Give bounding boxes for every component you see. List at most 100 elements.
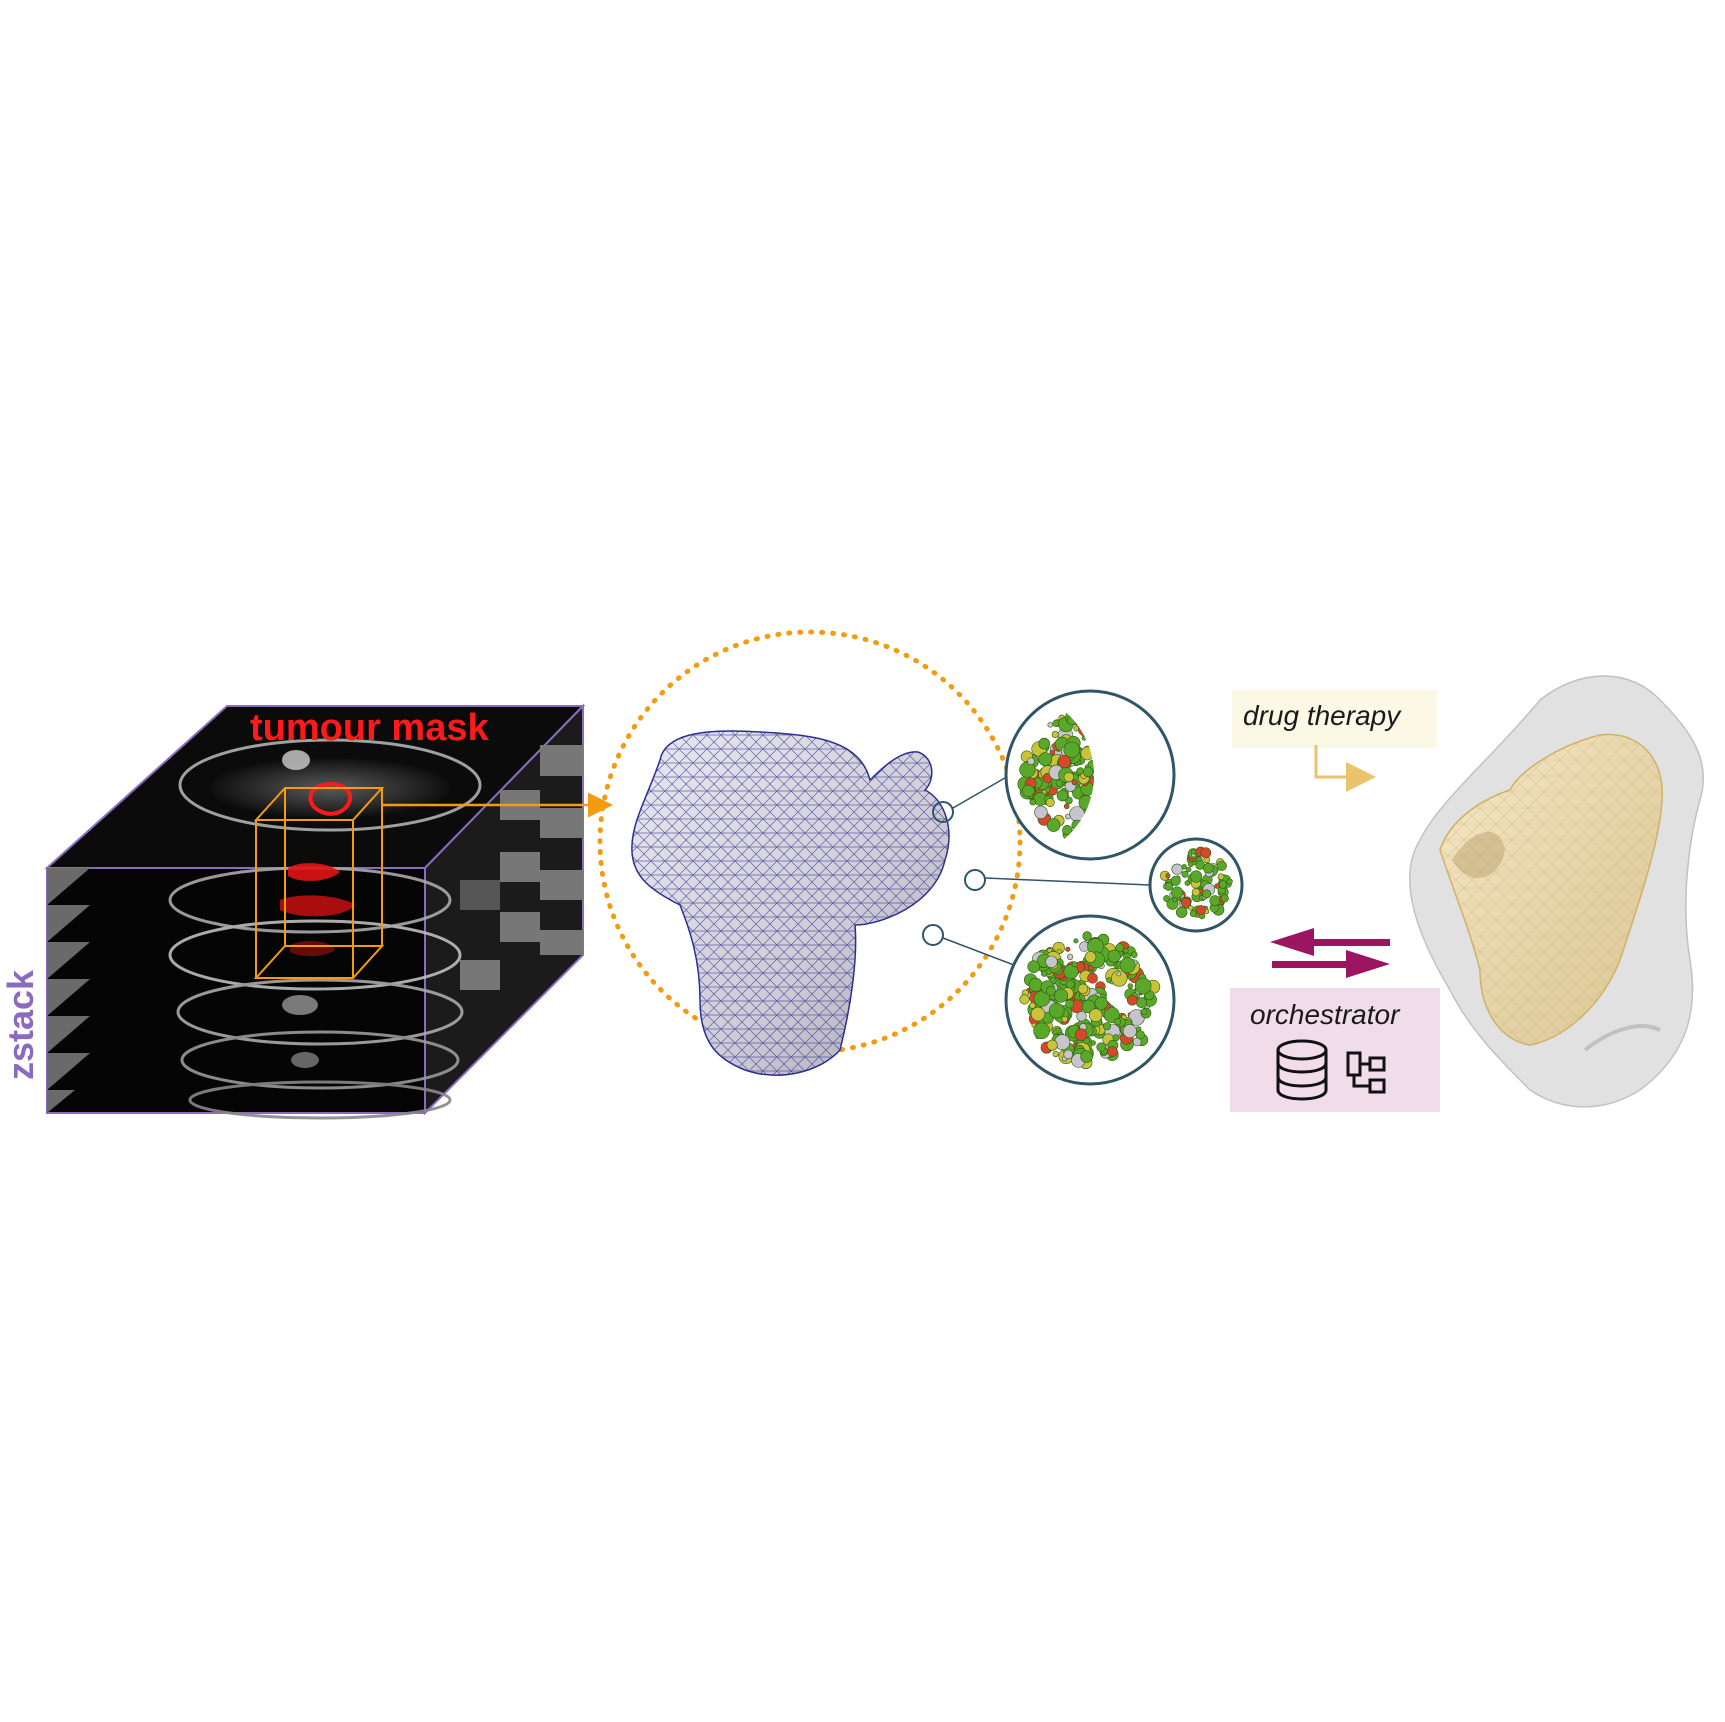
cell-dot bbox=[1054, 988, 1069, 1003]
cell-dot bbox=[1217, 873, 1225, 881]
orchestrator-box: orchestrator bbox=[1230, 988, 1440, 1112]
cell-dot bbox=[1189, 870, 1203, 883]
cell-dot bbox=[1030, 1006, 1046, 1022]
cube-front-face bbox=[46, 867, 426, 1114]
cell-dot bbox=[1200, 847, 1212, 859]
tumour-mesh-panel bbox=[597, 629, 1151, 1076]
cell-dot bbox=[1063, 771, 1074, 783]
cell-zoom-2 bbox=[1148, 837, 1244, 933]
cell-dot bbox=[1203, 862, 1214, 874]
cell-dot bbox=[1033, 1022, 1050, 1040]
cell-dot bbox=[1216, 860, 1227, 871]
result-tumour bbox=[1409, 675, 1705, 1108]
zstack-slice-markers-front bbox=[47, 868, 90, 1113]
cell-dot bbox=[1046, 1039, 1058, 1051]
cell-dot bbox=[1063, 1049, 1073, 1060]
cell-dot bbox=[1115, 943, 1125, 953]
cell-dot bbox=[1181, 897, 1192, 908]
cell-zoom-1 bbox=[1004, 689, 1176, 861]
tumour-outline-top bbox=[308, 782, 353, 816]
cell-dot bbox=[1048, 1002, 1065, 1019]
cell-dot bbox=[1164, 882, 1173, 891]
cell-dot bbox=[1034, 805, 1048, 819]
cell-dot bbox=[1049, 749, 1056, 756]
cell-dot bbox=[1136, 997, 1147, 1008]
cell-dot bbox=[1195, 905, 1206, 916]
cell-dot bbox=[1116, 971, 1122, 977]
cell-dot bbox=[1189, 910, 1197, 917]
cell-dot bbox=[1065, 946, 1071, 952]
cell-dot bbox=[1181, 870, 1189, 878]
cell-dot bbox=[1202, 889, 1212, 899]
exchange-arrows bbox=[1270, 928, 1390, 978]
cell-dot bbox=[1090, 1040, 1096, 1046]
flowchart-icon bbox=[1346, 1051, 1386, 1094]
cell-dot bbox=[1056, 948, 1062, 954]
drug-therapy-label: drug therapy bbox=[1243, 700, 1402, 731]
cell-dot bbox=[1122, 1024, 1137, 1039]
cell-dot bbox=[1082, 766, 1094, 778]
cell-dot bbox=[1218, 880, 1228, 889]
cell-dot bbox=[1107, 1046, 1118, 1057]
cell-dot bbox=[1027, 757, 1035, 766]
cell-dot bbox=[1175, 906, 1188, 918]
cell-dot bbox=[1134, 977, 1152, 995]
cell-dot bbox=[1220, 894, 1229, 903]
cell-dot bbox=[1066, 953, 1074, 961]
cell-dot bbox=[1038, 737, 1050, 750]
cell-dot bbox=[1171, 863, 1183, 875]
cell-dot bbox=[1056, 789, 1069, 802]
cell-dot bbox=[1119, 957, 1136, 974]
cell-dot bbox=[1171, 886, 1184, 899]
cell-dot bbox=[1074, 1028, 1088, 1041]
zstack-cube: tumour mask zstack bbox=[0, 703, 586, 1120]
cell-dot bbox=[1045, 797, 1055, 807]
cell-dot bbox=[1111, 970, 1128, 987]
cell-dot bbox=[1045, 986, 1056, 996]
cell-dot bbox=[1123, 948, 1129, 954]
cell-dot bbox=[1113, 1018, 1122, 1026]
cell-dot bbox=[1071, 961, 1078, 968]
cell-dot bbox=[1065, 980, 1075, 989]
cell-dot bbox=[1027, 960, 1040, 974]
cell-dot bbox=[1029, 1002, 1036, 1009]
cell-dot bbox=[1028, 977, 1043, 992]
tumour-mask-label: tumour mask bbox=[250, 707, 489, 749]
cell-dot bbox=[1040, 970, 1048, 977]
cell-dot bbox=[1046, 818, 1061, 832]
cell-dot bbox=[1094, 996, 1108, 1010]
cell-dot bbox=[1082, 931, 1092, 941]
cell-dot bbox=[1047, 721, 1054, 728]
drug-arrow bbox=[1314, 745, 1376, 792]
cell-dot bbox=[1065, 999, 1075, 1009]
cell-dot bbox=[1188, 861, 1194, 868]
cell-dot bbox=[1063, 964, 1079, 980]
cell-dot bbox=[1022, 784, 1035, 798]
orchestrator-label: orchestrator bbox=[1250, 999, 1401, 1030]
cell-dot bbox=[1063, 741, 1080, 758]
cell-zoom-3 bbox=[1004, 914, 1176, 1086]
cell-dot bbox=[1065, 813, 1071, 820]
cell-dot bbox=[1170, 875, 1181, 886]
cell-dot bbox=[1076, 1011, 1087, 1022]
cell-dot bbox=[1127, 983, 1134, 989]
cell-dot bbox=[1191, 887, 1201, 897]
cell-dot bbox=[1071, 779, 1078, 786]
cell-dot bbox=[1106, 977, 1112, 983]
cell-dot bbox=[1055, 779, 1064, 787]
cell-dot bbox=[1209, 895, 1221, 906]
cell-dot bbox=[1096, 1042, 1106, 1052]
cell-dot bbox=[1038, 752, 1053, 767]
cell-dot bbox=[1103, 1022, 1112, 1031]
cell-dot bbox=[1214, 883, 1220, 889]
cell-dot bbox=[1073, 938, 1079, 944]
cell-dot bbox=[1061, 1015, 1069, 1023]
cell-dot bbox=[1127, 994, 1138, 1006]
cell-dot bbox=[1062, 824, 1073, 836]
zstack-label: zstack bbox=[0, 969, 41, 1080]
drug-therapy-box: drug therapy bbox=[1232, 690, 1437, 792]
roi-box bbox=[253, 787, 385, 979]
cell-dot bbox=[1045, 955, 1058, 968]
cell-dot bbox=[1140, 1008, 1148, 1016]
